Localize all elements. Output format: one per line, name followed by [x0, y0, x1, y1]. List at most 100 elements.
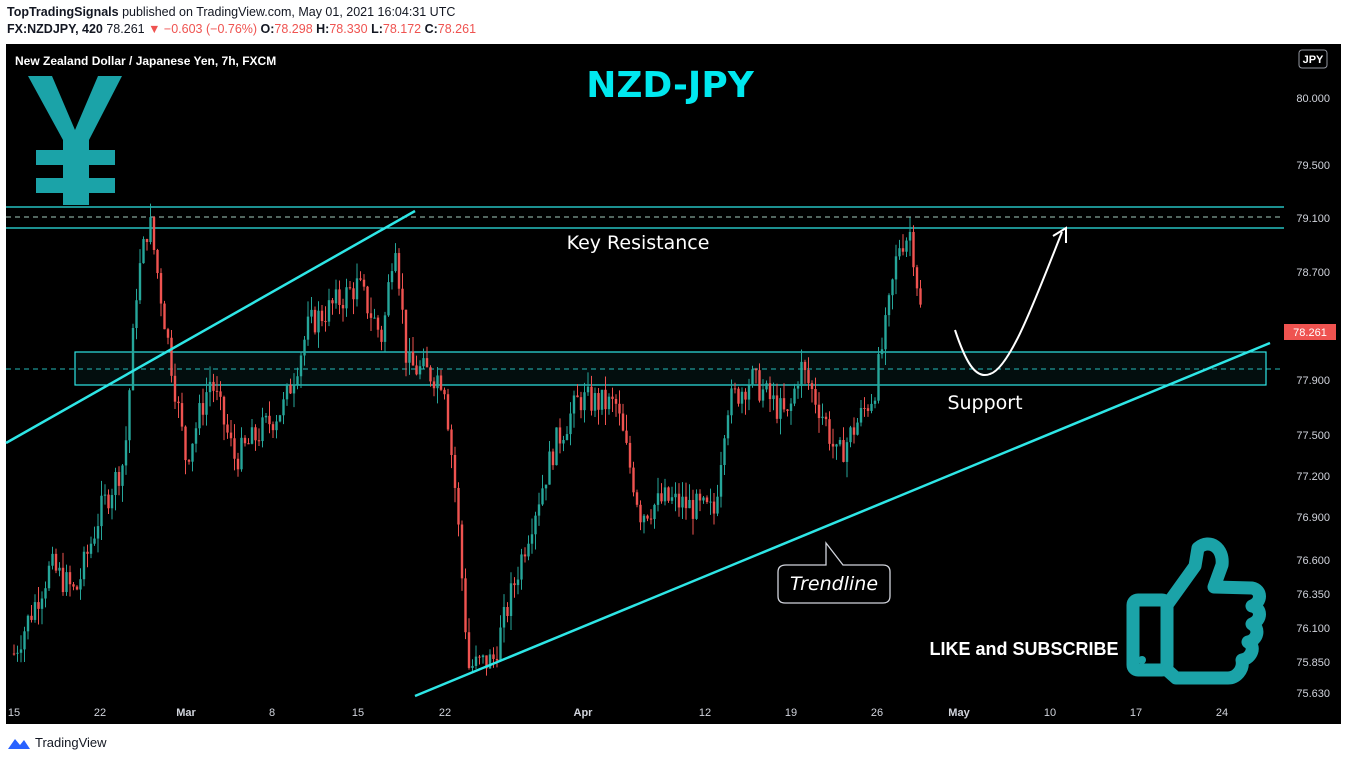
candle-body — [240, 437, 243, 470]
candle-body — [285, 384, 289, 400]
projection-arrow[interactable] — [954, 226, 1067, 377]
candle-body — [723, 438, 726, 466]
candle-body — [278, 415, 282, 422]
candle-body — [684, 496, 688, 509]
x-tick-label: Mar — [176, 707, 196, 719]
candle-body — [355, 278, 359, 300]
candle-body — [593, 393, 597, 411]
candle-body — [212, 381, 215, 391]
candle-body — [460, 524, 464, 579]
candle-body — [698, 493, 702, 501]
candle-body — [429, 367, 432, 382]
candle-body — [327, 300, 331, 322]
candle-body — [131, 328, 135, 391]
candle-body — [831, 443, 835, 447]
candle-body — [558, 427, 562, 444]
candle-body — [621, 413, 625, 431]
candle-body — [250, 427, 254, 444]
candle-body — [509, 583, 513, 616]
candle-body — [579, 397, 583, 411]
publisher-name[interactable]: TopTradingSignals — [7, 5, 119, 19]
candle-body — [362, 279, 366, 287]
candle-body — [93, 538, 96, 544]
candle-body — [656, 493, 660, 505]
candle-body — [761, 389, 765, 401]
candle-body — [712, 501, 716, 514]
candle-body — [135, 300, 138, 329]
candle-body — [516, 579, 520, 586]
candle-body — [520, 554, 523, 580]
high-value: 78.330 — [329, 22, 368, 36]
candle-body — [205, 392, 208, 415]
candle-body — [576, 395, 579, 398]
candle-body — [810, 383, 814, 389]
candle-body — [891, 279, 894, 296]
candle-body — [201, 403, 205, 415]
candle-body — [894, 256, 898, 280]
candle-body — [681, 496, 684, 508]
candle-body — [338, 289, 341, 305]
key-resistance-zone[interactable] — [6, 206, 1284, 229]
candle-body — [450, 429, 453, 456]
y-tick-label: 79.500 — [1296, 160, 1330, 172]
candle-body — [303, 339, 306, 356]
symbol-label: FX:NZDJPY, 420 — [7, 22, 103, 36]
x-tick-label: 12 — [699, 707, 711, 719]
candle-body — [163, 303, 166, 330]
candle-body — [905, 240, 908, 252]
candle-body — [254, 427, 257, 441]
candle-body — [919, 288, 922, 305]
lower-trendline[interactable] — [414, 341, 1271, 698]
last-price: 78.261 — [106, 22, 145, 36]
support-zone[interactable] — [6, 351, 1284, 386]
candle-body — [313, 309, 317, 333]
candle-body — [506, 606, 509, 616]
candle-body — [646, 515, 649, 519]
candle-body — [779, 398, 782, 419]
close-value: 78.261 — [437, 22, 477, 36]
candle-body — [632, 467, 635, 493]
candle-body — [51, 553, 54, 566]
candle-body — [597, 393, 600, 410]
candle-body — [670, 497, 674, 501]
candle-body — [705, 497, 709, 502]
candle-body — [247, 443, 250, 445]
candle-body — [107, 494, 110, 509]
thumbs-up-dot — [1138, 656, 1146, 664]
footer-brand[interactable]: TradingView — [35, 735, 107, 750]
candle-body — [422, 358, 425, 367]
currency-badge[interactable]: JPY — [1298, 49, 1328, 69]
candle-body — [44, 588, 47, 599]
candle-body — [800, 361, 803, 386]
candle-body — [695, 493, 698, 519]
candle-body — [653, 504, 656, 520]
candle-body — [425, 358, 429, 368]
low-label: L: — [371, 22, 383, 36]
instrument-label: New Zealand Dollar / Japanese Yen, 7h, F… — [15, 54, 276, 68]
candle-body — [618, 403, 621, 414]
candle-body — [551, 451, 555, 466]
candle-body — [37, 602, 40, 609]
x-tick-label: Apr — [574, 707, 594, 719]
candle-body — [110, 495, 114, 509]
candle-body — [660, 493, 663, 502]
candle-body — [341, 304, 345, 309]
candle-body — [737, 388, 740, 404]
candle-body — [768, 383, 772, 400]
candle-body — [842, 440, 845, 462]
upper-trendline[interactable] — [5, 209, 416, 445]
candle-body — [68, 572, 72, 585]
candle-body — [415, 365, 418, 375]
high-label: H: — [316, 22, 330, 36]
candle-body — [156, 249, 159, 274]
candle-body — [114, 471, 117, 496]
candle-body — [418, 366, 422, 375]
trendline-callout[interactable] — [777, 541, 891, 604]
candle-body — [145, 239, 149, 243]
candle-body — [583, 392, 586, 411]
y-tick-label: 76.600 — [1296, 555, 1330, 567]
candle-body — [373, 317, 376, 319]
candle-body — [856, 422, 859, 435]
candle-body — [219, 391, 222, 397]
